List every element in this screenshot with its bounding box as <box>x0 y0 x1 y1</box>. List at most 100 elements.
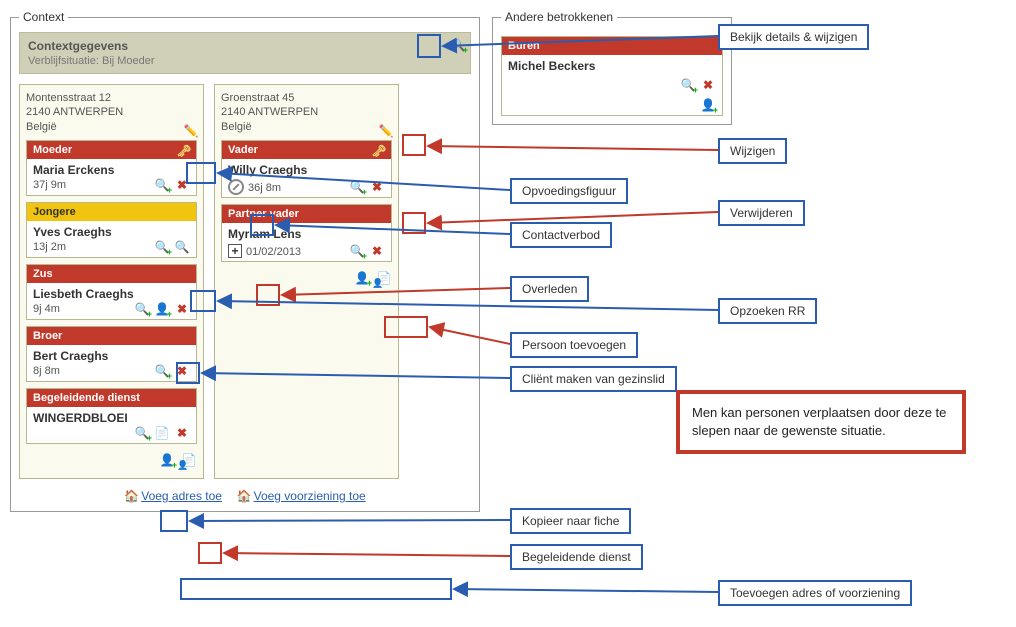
card-moeder-age: 37j 9m <box>33 179 66 191</box>
delete-icon[interactable] <box>174 177 190 193</box>
callout-contactverbod: Contactverbod <box>510 222 612 248</box>
callout-opvoeding: Opvoedingsfiguur <box>510 178 628 204</box>
card-buren-name: Michel Beckers <box>508 59 716 73</box>
delete-icon[interactable] <box>369 179 385 195</box>
rr-lookup-icon[interactable] <box>174 239 190 255</box>
card-zus[interactable]: Zus Liesbeth Craeghs 9j 4m <box>26 264 197 320</box>
card-vader-age: 36j 8m <box>248 182 281 194</box>
card-broer-role: Broer <box>33 330 62 342</box>
card-zus-role: Zus <box>33 268 53 280</box>
add-person-icon[interactable] <box>354 270 370 286</box>
card-partner-hdr: Partner vader <box>222 205 391 223</box>
add-dienst-icon[interactable] <box>181 452 197 468</box>
card-buren-role: Buren <box>508 40 540 52</box>
card-moeder-name: Maria Erckens <box>33 163 190 177</box>
delete-icon[interactable] <box>369 243 385 259</box>
card-jongere-name: Yves Craeghs <box>33 225 190 239</box>
add-dienst-icon[interactable] <box>376 270 392 286</box>
deceased-icon: + <box>228 244 242 258</box>
card-moeder[interactable]: Moeder Maria Erckens 37j 9m <box>26 140 197 196</box>
callout-overleden: Overleden <box>510 276 589 302</box>
callout-opzoekenrr: Opzoeken RR <box>718 298 817 324</box>
hint-drag-persons: Men kan personen verplaatsen door deze t… <box>676 390 966 454</box>
card-dienst-name: WINGERDBLOEI <box>33 411 190 425</box>
key-icon <box>371 143 387 159</box>
address-1-country: België <box>26 121 57 133</box>
delete-icon[interactable] <box>174 363 190 379</box>
delete-icon[interactable] <box>174 425 190 441</box>
add-voorziening-link[interactable]: Voeg voorziening toe <box>254 489 366 503</box>
address-1-edit-icon[interactable] <box>183 123 199 139</box>
search-icon[interactable] <box>154 177 170 193</box>
card-zus-hdr: Zus <box>27 265 196 283</box>
card-vader[interactable]: Vader Willy Craeghs 36j 8m <box>221 140 392 198</box>
key-icon <box>176 143 192 159</box>
search-icon[interactable] <box>154 239 170 255</box>
add-person-icon[interactable] <box>700 97 716 113</box>
card-partner-age: 01/02/2013 <box>246 246 301 258</box>
search-icon[interactable] <box>349 179 365 195</box>
context-header-title: Contextgegevens <box>28 39 462 53</box>
delete-icon[interactable] <box>174 301 190 317</box>
card-zus-name: Liesbeth Craeghs <box>33 287 190 301</box>
address-column-2: Groenstraat 45 2140 ANTWERPEN België Vad… <box>214 84 399 479</box>
card-vader-role: Vader <box>228 144 258 156</box>
card-vader-name: Willy Craeghs <box>228 163 385 177</box>
context-header: Contextgegevens Verblijfsituatie: Bij Mo… <box>19 32 471 74</box>
search-icon[interactable] <box>134 301 150 317</box>
address-2-edit-icon[interactable] <box>378 123 394 139</box>
search-icon[interactable] <box>349 243 365 259</box>
callout-client: Cliënt maken van gezinslid <box>510 366 677 392</box>
callout-details: Bekijk details & wijzigen <box>718 24 869 50</box>
address-2-line1: Groenstraat 45 <box>221 92 294 104</box>
add-person-icon[interactable] <box>159 452 175 468</box>
copy-to-file-icon[interactable] <box>154 425 170 441</box>
marker-dienst <box>198 542 222 564</box>
callout-persoon: Persoon toevoegen <box>510 332 638 358</box>
callout-verwijderen: Verwijderen <box>718 200 805 226</box>
callout-begeleid: Begeleidende dienst <box>510 544 643 570</box>
card-buren[interactable]: Buren Michel Beckers <box>501 36 723 116</box>
context-legend: Context <box>19 10 68 24</box>
card-jongere[interactable]: Jongere Yves Craeghs 13j 2m <box>26 202 197 258</box>
add-address-link[interactable]: Voeg adres toe <box>141 489 222 503</box>
address-column-1: Montensstraat 12 2140 ANTWERPEN België M… <box>19 84 204 479</box>
marker-bottomlinks <box>180 578 452 600</box>
bottom-links: 🏠Voeg adres toe 🏠Voeg voorziening toe <box>19 489 471 503</box>
house-icon: 🏠 <box>237 489 252 503</box>
delete-icon[interactable] <box>700 77 716 93</box>
search-icon[interactable] <box>680 77 696 93</box>
card-buren-hdr: Buren <box>502 37 722 55</box>
make-client-icon[interactable] <box>154 301 170 317</box>
card-dienst-role: Begeleidende dienst <box>33 392 140 404</box>
address-2-line2: 2140 ANTWERPEN <box>221 106 318 118</box>
card-partner-name: Myriam Lens <box>228 227 385 241</box>
andere-panel: Andere betrokkenen Buren Michel Beckers <box>492 10 732 125</box>
card-partner[interactable]: Partner vader Myriam Lens + 01/02/2013 <box>221 204 392 262</box>
card-moeder-role: Moeder <box>33 144 72 156</box>
callout-toevoegen: Toevoegen adres of voorziening <box>718 580 912 606</box>
callout-wijzigen: Wijzigen <box>718 138 787 164</box>
search-icon[interactable] <box>154 363 170 379</box>
card-dienst[interactable]: Begeleidende dienst WINGERDBLOEI <box>26 388 197 444</box>
card-broer-hdr: Broer <box>27 327 196 345</box>
callout-kopieer: Kopieer naar fiche <box>510 508 631 534</box>
address-1-line2: 2140 ANTWERPEN <box>26 106 123 118</box>
context-header-sub: Verblijfsituatie: Bij Moeder <box>28 55 462 67</box>
address-1: Montensstraat 12 2140 ANTWERPEN België <box>26 91 197 134</box>
search-icon[interactable] <box>134 425 150 441</box>
address-2-country: België <box>221 121 252 133</box>
house-icon: 🏠 <box>124 489 139 503</box>
context-details-icon[interactable] <box>450 37 466 53</box>
card-broer-age: 8j 8m <box>33 365 60 377</box>
contactverbod-icon <box>228 179 244 195</box>
card-broer[interactable]: Broer Bert Craeghs 8j 8m <box>26 326 197 382</box>
card-dienst-hdr: Begeleidende dienst <box>27 389 196 407</box>
card-jongere-hdr: Jongere <box>27 203 196 221</box>
card-jongere-role: Jongere <box>33 206 76 218</box>
card-moeder-hdr: Moeder <box>27 141 196 159</box>
address-2: Groenstraat 45 2140 ANTWERPEN België <box>221 91 392 134</box>
address-1-line1: Montensstraat 12 <box>26 92 111 104</box>
card-broer-name: Bert Craeghs <box>33 349 190 363</box>
card-partner-role: Partner vader <box>228 208 299 220</box>
